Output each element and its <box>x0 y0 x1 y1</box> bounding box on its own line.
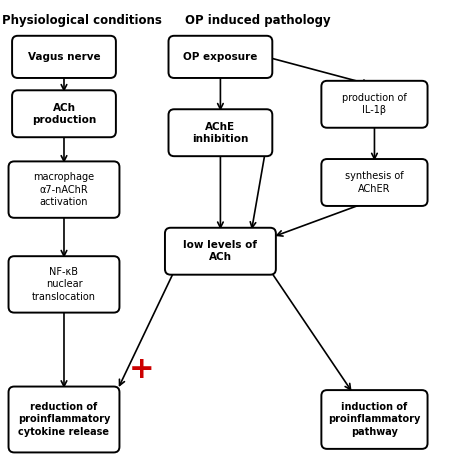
Text: NF-κB
nuclear
translocation: NF-κB nuclear translocation <box>32 267 96 302</box>
FancyBboxPatch shape <box>169 36 272 78</box>
FancyBboxPatch shape <box>165 228 276 275</box>
Text: induction of
proinflammatory
pathway: induction of proinflammatory pathway <box>328 402 420 437</box>
FancyBboxPatch shape <box>12 91 116 137</box>
Text: AChE
inhibition: AChE inhibition <box>192 121 248 144</box>
FancyBboxPatch shape <box>9 387 119 452</box>
FancyBboxPatch shape <box>321 81 428 128</box>
FancyBboxPatch shape <box>9 161 119 218</box>
Text: production of
IL-1β: production of IL-1β <box>342 93 407 116</box>
Text: +: + <box>128 355 154 384</box>
FancyBboxPatch shape <box>169 109 272 156</box>
Text: OP induced pathology: OP induced pathology <box>185 14 330 27</box>
Text: macrophage
α7-nAChR
activation: macrophage α7-nAChR activation <box>34 172 94 207</box>
Text: OP exposure: OP exposure <box>183 52 257 62</box>
FancyBboxPatch shape <box>321 159 428 206</box>
FancyBboxPatch shape <box>12 36 116 78</box>
FancyBboxPatch shape <box>9 256 119 313</box>
Text: ACh
production: ACh production <box>32 102 96 125</box>
FancyBboxPatch shape <box>321 390 428 449</box>
Text: Vagus nerve: Vagus nerve <box>27 52 100 62</box>
Text: low levels of
ACh: low levels of ACh <box>183 240 257 263</box>
Text: synthesis of
AChER: synthesis of AChER <box>345 171 404 194</box>
Text: reduction of
proinflammatory
cytokine release: reduction of proinflammatory cytokine re… <box>18 402 110 437</box>
Text: Physiological conditions: Physiological conditions <box>2 14 162 27</box>
